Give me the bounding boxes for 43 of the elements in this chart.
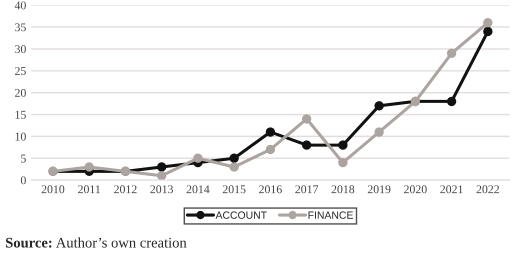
- point: [338, 158, 348, 168]
- x-tick-label: 2021: [440, 185, 463, 194]
- y-tick-label: 20: [15, 88, 26, 97]
- y-tick-label: 30: [15, 45, 26, 54]
- x-tick-label: 2018: [332, 185, 354, 194]
- point: [266, 127, 276, 137]
- point: [302, 140, 312, 150]
- y-tick-label: 35: [15, 23, 26, 32]
- x-tick-label: 2022: [476, 185, 500, 194]
- point: [338, 140, 348, 150]
- point: [156, 162, 166, 172]
- x-tick-label: 2013: [150, 185, 174, 194]
- point: [446, 48, 456, 58]
- legend-label: FINANCE: [308, 211, 353, 219]
- point: [229, 162, 239, 172]
- point: [84, 162, 94, 172]
- source-note: Source: Author’s own creation: [6, 237, 187, 248]
- y-tick-label: 10: [16, 132, 26, 141]
- y-tick-label: 25: [15, 67, 26, 76]
- x-tick-label: 2016: [259, 185, 282, 194]
- point: [302, 114, 312, 124]
- y-tick-label: 40: [14, 1, 26, 10]
- x-tick-label: 2012: [114, 185, 137, 194]
- x-tick-label: 2011: [78, 185, 100, 194]
- x-tick-label: 2020: [404, 185, 427, 194]
- point: [229, 154, 239, 163]
- y-tick-label: 15: [16, 110, 26, 119]
- point: [266, 144, 276, 154]
- x-tick-label: 2014: [186, 185, 210, 194]
- legend-label: ACCOUNT: [216, 211, 267, 219]
- y-tick-label: 5: [21, 154, 26, 162]
- y-tick-label: 0: [20, 176, 26, 184]
- x-tick-label: 2010: [42, 185, 64, 194]
- point: [156, 171, 166, 180]
- point: [446, 96, 456, 106]
- point: [193, 154, 203, 163]
- point: [374, 101, 384, 110]
- x-tick-label: 2015: [222, 185, 246, 194]
- x-tick-label: 2019: [368, 185, 390, 194]
- point: [483, 18, 493, 28]
- point: [374, 127, 384, 137]
- point: [483, 26, 493, 36]
- x-tick-label: 2017: [295, 185, 318, 194]
